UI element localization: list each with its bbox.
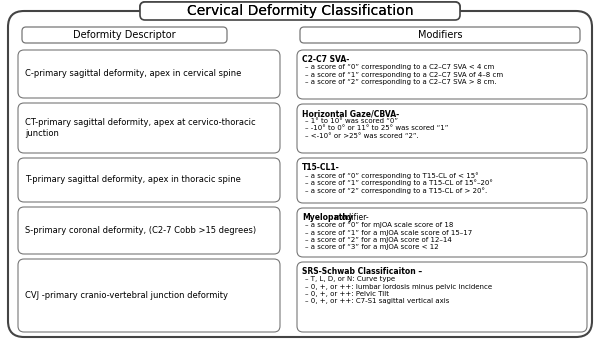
FancyBboxPatch shape [22,27,227,43]
Text: – T, L, D, or N: Curve type: – T, L, D, or N: Curve type [305,276,395,282]
Text: CVJ -primary cranio-vertebral junction deformity: CVJ -primary cranio-vertebral junction d… [25,291,228,300]
Text: C2-C7 SVA-: C2-C7 SVA- [302,56,349,65]
Text: Horizontal Gaze/CBVA-: Horizontal Gaze/CBVA- [302,109,399,118]
FancyBboxPatch shape [18,50,280,98]
FancyBboxPatch shape [297,208,587,257]
Text: T-primary sagittal deformity, apex in thoracic spine: T-primary sagittal deformity, apex in th… [25,176,241,185]
Text: Deformity Descriptor: Deformity Descriptor [73,30,176,40]
FancyBboxPatch shape [140,2,460,20]
FancyBboxPatch shape [297,262,587,332]
Text: – a score of “2” corresponding to a T15-CL of > 20°.: – a score of “2” corresponding to a T15-… [305,187,487,194]
FancyBboxPatch shape [18,158,280,202]
Text: – a score of “1” for a mJOA scale score of 15–17: – a score of “1” for a mJOA scale score … [305,229,472,236]
Text: Myelopathy: Myelopathy [302,214,353,223]
Text: Cervical Deformity Classification: Cervical Deformity Classification [187,4,413,18]
Text: – a score of “0” corresponding to a C2–C7 SVA < 4 cm: – a score of “0” corresponding to a C2–C… [305,64,494,70]
Text: – 0, +, or ++: C7-S1 sagittal vertical axis: – 0, +, or ++: C7-S1 sagittal vertical a… [305,298,449,305]
Text: – a score of “1” corresponding to a T15-CL of 15°–20°: – a score of “1” corresponding to a T15-… [305,179,493,186]
FancyBboxPatch shape [297,104,587,153]
Text: – a score of “3” for a mJOA score < 12: – a score of “3” for a mJOA score < 12 [305,245,439,250]
FancyBboxPatch shape [8,11,592,337]
Text: – 0, +, or ++: Pelvic Tilt: – 0, +, or ++: Pelvic Tilt [305,291,389,297]
FancyBboxPatch shape [18,103,280,153]
Text: CT-primary sagittal deformity, apex at cervico-thoracic
junction: CT-primary sagittal deformity, apex at c… [25,118,256,138]
Text: modifier-: modifier- [332,214,369,223]
Text: Modifiers: Modifiers [418,30,462,40]
Text: – 1° to 10° was scored “0”: – 1° to 10° was scored “0” [305,118,398,124]
FancyBboxPatch shape [300,27,580,43]
Text: – -10° to 0° or 11° to 25° was scored “1”: – -10° to 0° or 11° to 25° was scored “1… [305,126,448,131]
FancyBboxPatch shape [297,158,587,203]
FancyBboxPatch shape [297,50,587,99]
Text: – a score of “2” corresponding to a C2–C7 SVA > 8 cm.: – a score of “2” corresponding to a C2–C… [305,79,497,85]
Text: – 0, +, or ++: lumbar lordosis minus pelvic incidence: – 0, +, or ++: lumbar lordosis minus pel… [305,284,492,289]
Text: – a score of “0” for mJOA scale score of 18: – a score of “0” for mJOA scale score of… [305,222,454,228]
Text: – <-10° or >25° was scored “2”.: – <-10° or >25° was scored “2”. [305,133,419,139]
Text: S-primary coronal deformity, (C2-7 Cobb >15 degrees): S-primary coronal deformity, (C2-7 Cobb … [25,226,256,235]
FancyBboxPatch shape [140,2,460,20]
Text: C-primary sagittal deformity, apex in cervical spine: C-primary sagittal deformity, apex in ce… [25,69,241,79]
Text: – a score of “0” corresponding to T15-CL of < 15°: – a score of “0” corresponding to T15-CL… [305,172,479,179]
Text: T15-CL1-: T15-CL1- [302,164,340,172]
FancyBboxPatch shape [18,207,280,254]
FancyBboxPatch shape [18,259,280,332]
Text: – a score of “2” for a mJOA score of 12–14: – a score of “2” for a mJOA score of 12–… [305,237,452,243]
Text: – a score of “1” corresponding to a C2–C7 SVA of 4–8 cm: – a score of “1” corresponding to a C2–C… [305,71,503,78]
Text: Cervical Deformity Classification: Cervical Deformity Classification [187,4,413,18]
Text: SRS-Schwab Classificaiton –: SRS-Schwab Classificaiton – [302,267,422,276]
